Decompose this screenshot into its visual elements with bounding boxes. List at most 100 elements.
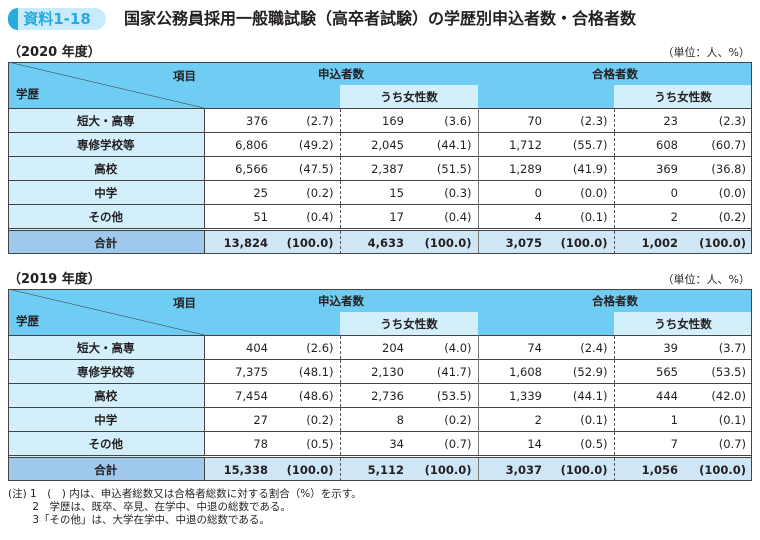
cell: 1,712 bbox=[478, 132, 548, 157]
cell: (55.7) bbox=[548, 132, 615, 157]
cell: 23 bbox=[614, 108, 684, 133]
cell: (100.0) bbox=[684, 228, 752, 254]
cell: (0.2) bbox=[410, 407, 479, 432]
cell: (100.0) bbox=[548, 455, 615, 481]
cell: 1 bbox=[614, 407, 684, 432]
header-item: 項目 bbox=[173, 296, 196, 310]
cell: 17 bbox=[340, 204, 410, 230]
unit-label: （単位：人、%） bbox=[662, 46, 750, 59]
table-row: 専修学校等 7,375 (48.1) 2,130 (41.7) 1,608 (52.9) 56… bbox=[8, 359, 752, 384]
header-education: 学歴 bbox=[16, 87, 39, 101]
cell: (44.1) bbox=[548, 383, 615, 408]
cell: (44.1) bbox=[410, 132, 479, 157]
cell: (100.0) bbox=[684, 455, 752, 481]
cell: 39 bbox=[614, 335, 684, 360]
cell: (100.0) bbox=[274, 455, 341, 481]
cell: (42.0) bbox=[684, 383, 752, 408]
cell: 34 bbox=[340, 431, 410, 457]
cell: 15 bbox=[340, 180, 410, 205]
cell: (51.5) bbox=[410, 156, 479, 181]
cell: 2,736 bbox=[340, 383, 410, 408]
cell: 6,806 bbox=[204, 132, 274, 157]
cell: 404 bbox=[204, 335, 274, 360]
cell: 444 bbox=[614, 383, 684, 408]
note-2: 2 学歴は、既卒、卒見、在学中、中退の総数である。 bbox=[8, 501, 291, 513]
header-passed-female: うち女性数 bbox=[614, 312, 752, 336]
cell: 2,387 bbox=[340, 156, 410, 181]
row-label: 合計 bbox=[8, 455, 205, 481]
total-row: 合計 13,824 (100.0) 4,633 (100.0) 3,075 (100.0) 1… bbox=[8, 228, 752, 254]
cell: (100.0) bbox=[410, 228, 479, 254]
cell: 2,130 bbox=[340, 359, 410, 384]
header-corner: 項目 学歴 bbox=[8, 62, 204, 109]
cell: (0.5) bbox=[274, 431, 341, 457]
cell: (48.1) bbox=[274, 359, 341, 384]
table-row: その他 51 (0.4) 17 (0.4) 4 (0.1) 2 (0.2) bbox=[8, 204, 752, 230]
total-row: 合計 15,338 (100.0) 5,112 (100.0) 3,037 (100.0) 1… bbox=[8, 455, 752, 481]
row-label: 短大・高専 bbox=[8, 335, 205, 360]
cell: (0.4) bbox=[274, 204, 341, 230]
cell: (41.7) bbox=[410, 359, 479, 384]
cell: (4.0) bbox=[410, 335, 479, 360]
cell: 6,566 bbox=[204, 156, 274, 181]
cell: 2 bbox=[478, 407, 548, 432]
cell: 3,037 bbox=[478, 455, 548, 481]
table-row: 短大・高専 404 (2.6) 204 (4.0) 74 (2.4) 39 (3.7) bbox=[8, 335, 752, 360]
cell: 78 bbox=[204, 431, 274, 457]
header-passed: 合格者数 bbox=[478, 289, 752, 312]
table-row: 中学 27 (0.2) 8 (0.2) 2 (0.1) 1 (0.1) bbox=[8, 407, 752, 432]
cell: (0.5) bbox=[548, 431, 615, 457]
row-label: 合計 bbox=[8, 228, 205, 254]
cell: (0.2) bbox=[274, 180, 341, 205]
cell: (2.7) bbox=[274, 108, 341, 133]
header-applicants-female: うち女性数 bbox=[340, 312, 478, 336]
cell: 2 bbox=[614, 204, 684, 230]
cell: 2,045 bbox=[340, 132, 410, 157]
cell: 1,056 bbox=[614, 455, 684, 481]
cell: (100.0) bbox=[410, 455, 479, 481]
table-row: 中学 25 (0.2) 15 (0.3) 0 (0.0) 0 (0.0) bbox=[8, 180, 752, 205]
row-label: 中学 bbox=[8, 407, 205, 432]
cell: 1,608 bbox=[478, 359, 548, 384]
cell: (2.3) bbox=[684, 108, 752, 133]
cell: (0.3) bbox=[410, 180, 479, 205]
cell: (0.7) bbox=[684, 431, 752, 457]
table-row: その他 78 (0.5) 34 (0.7) 14 (0.5) 7 (0.7) bbox=[8, 431, 752, 457]
cell: (0.2) bbox=[274, 407, 341, 432]
cell: (0.2) bbox=[684, 204, 752, 230]
cell: 25 bbox=[204, 180, 274, 205]
cell: 13,824 bbox=[204, 228, 274, 254]
cell: (2.3) bbox=[548, 108, 615, 133]
notes: (注) 1 ( ) 内は、申込者総数又は合格者総数に対する割合（%）を示す。 2… bbox=[8, 488, 362, 527]
note-3: 3「その他」は、大学在学中、中退の総数である。 bbox=[8, 514, 270, 526]
cell: 376 bbox=[204, 108, 274, 133]
cell: (48.6) bbox=[274, 383, 341, 408]
cell: 51 bbox=[204, 204, 274, 230]
cell: 0 bbox=[614, 180, 684, 205]
cell: 74 bbox=[478, 335, 548, 360]
cell: 608 bbox=[614, 132, 684, 157]
header-education: 学歴 bbox=[16, 314, 39, 328]
row-label: 短大・高専 bbox=[8, 108, 205, 133]
cell: (0.0) bbox=[684, 180, 752, 205]
cell: 204 bbox=[340, 335, 410, 360]
row-label: その他 bbox=[8, 204, 205, 230]
unit-label: （単位：人、%） bbox=[662, 273, 750, 286]
cell: (41.9) bbox=[548, 156, 615, 181]
cell: (3.6) bbox=[410, 108, 479, 133]
cell: 1,289 bbox=[478, 156, 548, 181]
cell: (0.7) bbox=[410, 431, 479, 457]
cell: 14 bbox=[478, 431, 548, 457]
cell: 1,002 bbox=[614, 228, 684, 254]
cell: 4,633 bbox=[340, 228, 410, 254]
page-title: 国家公務員採用一般職試験（高卒者試験）の学歴別申込者数・合格者数 bbox=[124, 9, 637, 28]
cell: 5,112 bbox=[340, 455, 410, 481]
header-applicants: 申込者数 bbox=[204, 289, 478, 312]
cell: 7,375 bbox=[204, 359, 274, 384]
data-table: 項目 学歴 申込者数 合格者数 うち女性数 うち女性数 短大・高専 376 (2.7)… bbox=[8, 62, 752, 254]
cell: 369 bbox=[614, 156, 684, 181]
cell: 7 bbox=[614, 431, 684, 457]
row-label: 高校 bbox=[8, 156, 205, 181]
cell: (0.1) bbox=[548, 407, 615, 432]
cell: (0.1) bbox=[684, 407, 752, 432]
